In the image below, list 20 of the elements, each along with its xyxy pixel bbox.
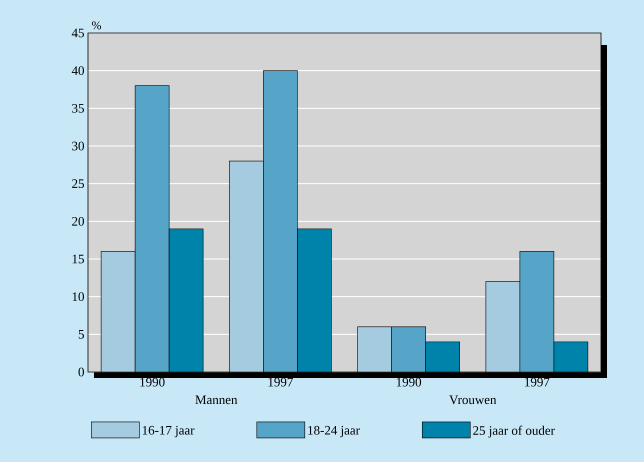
x-tick-label: 1990 [140,378,165,387]
y-tick-label: 40 [72,66,84,76]
legend-label: 16-17 jaar [142,426,194,438]
x-tick-label: 1997 [525,378,550,386]
legend-label: 18-24 jaar [308,426,360,438]
y-tick-label: 0 [78,368,84,376]
y-tick-label: 45 [72,28,84,38]
y-tick-label: 5 [78,330,84,339]
y-tick-label: 10 [72,292,84,302]
legend-label: 25 jaar of ouder [473,426,555,438]
y-axis-title: % [92,21,102,30]
y-tick-label: 20 [72,216,84,226]
y-tick-label: 35 [72,104,84,113]
y-tick-label: 30 [72,142,84,150]
x-tick-label: 1990 [396,378,422,387]
y-tick-label: 25 [72,179,84,188]
y-tick-label: 15 [72,254,84,264]
text: Mannen [195,396,238,404]
x-tick-label: 1997 [268,378,293,386]
text: Vrouwen [449,396,496,404]
